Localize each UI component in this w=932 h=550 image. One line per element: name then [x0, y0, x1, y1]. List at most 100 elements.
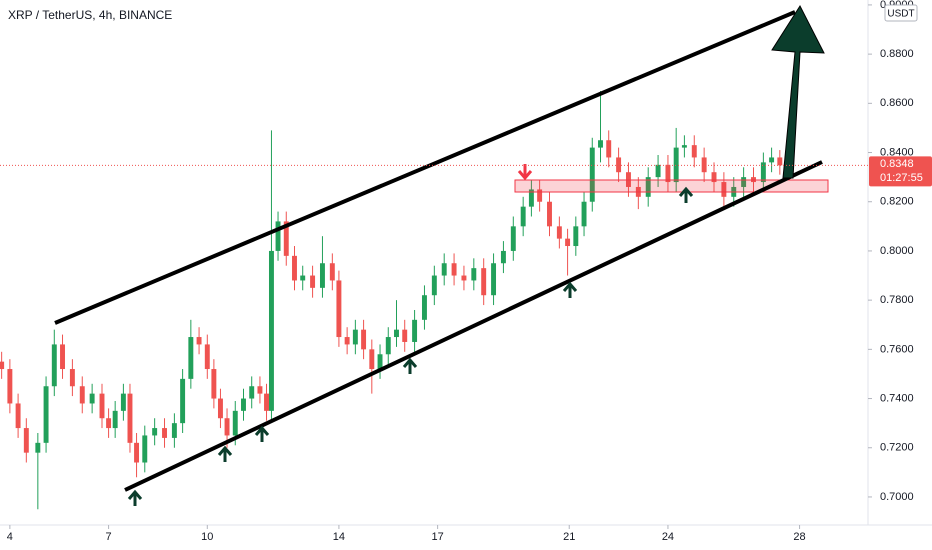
candle-body — [51, 344, 57, 387]
candle-body — [760, 162, 766, 183]
x-tick-label: 14 — [333, 531, 345, 543]
candle-body — [292, 255, 297, 281]
candle-body — [60, 344, 65, 370]
y-tick-label: 0.7400 — [880, 392, 914, 404]
x-tick-label: 10 — [201, 531, 213, 543]
candle-body — [520, 206, 526, 227]
up-arrows — [127, 186, 694, 506]
candle-body — [394, 329, 399, 338]
candle-body — [7, 369, 13, 404]
candle-body — [217, 398, 223, 419]
price-tag-value: 0.8348 — [880, 158, 914, 170]
candle-body — [412, 319, 418, 342]
x-tick-label: 4 — [7, 531, 13, 543]
candle-body — [180, 378, 186, 424]
candle-body — [162, 428, 167, 438]
currency: USDT — [887, 9, 914, 20]
candle-body — [402, 329, 408, 342]
candle-body — [336, 280, 342, 338]
candle-body — [645, 177, 651, 197]
y-tick-label: 0.7600 — [880, 343, 914, 355]
big-arrow — [771, 4, 825, 179]
candle-body — [565, 238, 571, 247]
candle-body — [152, 428, 158, 436]
candle-body — [23, 428, 29, 453]
candle-body — [451, 263, 457, 276]
candle-body — [377, 354, 383, 370]
countdown: 01:27:55 — [880, 172, 923, 184]
price-tag — [869, 156, 932, 187]
y-tick-label: 0.7800 — [880, 294, 914, 306]
candle-body — [431, 275, 437, 296]
candle-body — [300, 275, 306, 281]
candle-body — [142, 435, 148, 463]
candle-body — [79, 386, 85, 404]
drawings — [54, 4, 829, 506]
candle-body — [421, 295, 427, 320]
candle-body — [461, 275, 467, 281]
candle-body — [528, 189, 534, 207]
candle-body — [283, 221, 289, 256]
candle-body — [573, 226, 579, 247]
candle-body — [537, 189, 543, 202]
candle-body — [15, 403, 21, 429]
candle-body — [204, 344, 210, 370]
candles — [0, 91, 783, 510]
y-tick-label: 0.8800 — [880, 48, 914, 60]
candle-body — [241, 398, 246, 411]
candle-body — [120, 393, 126, 411]
x-tick-label: 7 — [106, 531, 112, 543]
candle-body — [369, 349, 375, 370]
candle-body — [510, 226, 516, 251]
candle-body — [481, 268, 487, 296]
candle-body — [264, 393, 269, 411]
candle-body — [606, 140, 612, 158]
candle-body — [127, 393, 133, 443]
channel-top — [54, 10, 796, 325]
candle-body — [556, 226, 562, 239]
y-tick-label: 0.7000 — [880, 491, 914, 503]
currency-box — [884, 4, 918, 22]
candle-body — [188, 337, 194, 379]
candle-body — [500, 250, 506, 264]
y-tick-label: 0.8600 — [880, 97, 914, 109]
candle-body — [681, 145, 687, 148]
candle-body — [471, 268, 477, 281]
candle-body — [211, 369, 217, 399]
candle-body — [352, 329, 358, 345]
candle-body — [547, 201, 552, 227]
candle-body — [769, 157, 775, 163]
x-tick-label: 17 — [431, 531, 443, 543]
candle-body — [249, 386, 255, 399]
candle-body — [361, 329, 367, 350]
candle-body — [777, 157, 783, 166]
candle-body — [701, 157, 707, 173]
candle-body — [598, 140, 603, 148]
candle-body — [319, 263, 325, 288]
candle-body — [171, 423, 177, 438]
candle-body — [106, 418, 112, 429]
chart-title: XRP / TetherUS, 4h, BINANCE — [8, 8, 172, 22]
candle-body — [741, 177, 747, 187]
zone — [514, 179, 829, 193]
candle-body — [89, 393, 95, 404]
x-tick-label: 21 — [563, 531, 575, 543]
candle-body — [268, 250, 274, 411]
candle-body — [275, 221, 281, 251]
y-tick-label: 0.8400 — [880, 146, 914, 158]
candle-body — [329, 263, 335, 281]
candle-body — [0, 361, 5, 370]
candle-body — [441, 263, 447, 276]
candle-body — [99, 393, 105, 419]
candle-body — [655, 164, 661, 178]
candle-body — [232, 410, 238, 436]
y-tick-label: 0.8200 — [880, 196, 914, 208]
candle-body — [589, 147, 595, 202]
candle-body — [196, 337, 202, 345]
x-tick-label: 28 — [793, 531, 805, 543]
candle-body — [581, 201, 587, 227]
candle-body — [310, 275, 316, 288]
